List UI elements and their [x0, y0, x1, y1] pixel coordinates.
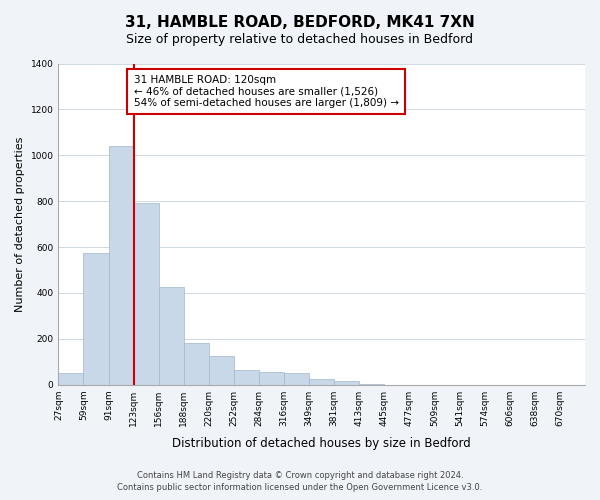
Bar — [184, 344, 209, 384]
Bar — [284, 373, 309, 384]
Bar — [234, 370, 259, 384]
X-axis label: Distribution of detached houses by size in Bedford: Distribution of detached houses by size … — [172, 437, 471, 450]
Bar — [109, 146, 134, 384]
Bar — [334, 381, 359, 384]
Text: 31, HAMBLE ROAD, BEDFORD, MK41 7XN: 31, HAMBLE ROAD, BEDFORD, MK41 7XN — [125, 15, 475, 30]
Text: 31 HAMBLE ROAD: 120sqm
← 46% of detached houses are smaller (1,526)
54% of semi-: 31 HAMBLE ROAD: 120sqm ← 46% of detached… — [134, 75, 398, 108]
Text: Size of property relative to detached houses in Bedford: Size of property relative to detached ho… — [127, 32, 473, 46]
Bar — [309, 379, 334, 384]
Bar — [58, 373, 83, 384]
Text: Contains HM Land Registry data © Crown copyright and database right 2024.
Contai: Contains HM Land Registry data © Crown c… — [118, 471, 482, 492]
Bar — [134, 204, 159, 384]
Bar — [209, 356, 234, 384]
Bar — [259, 372, 284, 384]
Bar — [83, 253, 109, 384]
Bar — [159, 287, 184, 384]
Y-axis label: Number of detached properties: Number of detached properties — [15, 136, 25, 312]
